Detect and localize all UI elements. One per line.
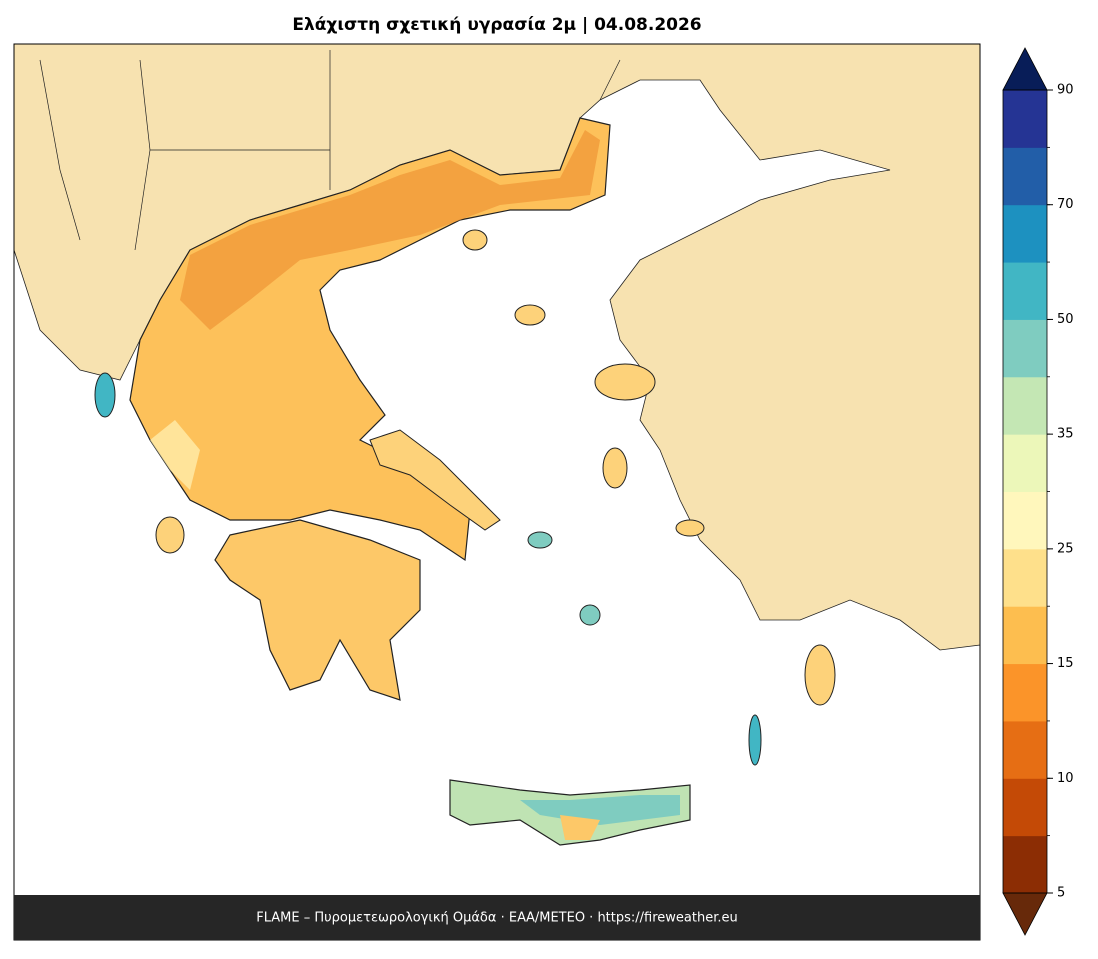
colorbar-segment (1003, 778, 1047, 837)
colorbar-tick-label: 10 (1057, 771, 1074, 786)
colorbar-segment (1003, 434, 1047, 492)
colorbar-segment (1003, 204, 1047, 263)
colorbar-segment (1003, 147, 1047, 206)
footer-bar (14, 895, 980, 940)
colorbar: 5 10 15 25 35 50 70 90 (1002, 47, 1074, 936)
corfu (94, 372, 116, 418)
colorbar-segment (1003, 606, 1047, 665)
colorbar-segment (1003, 835, 1047, 894)
island (579, 604, 601, 626)
crete-zone (560, 815, 600, 840)
rhodes (804, 644, 836, 706)
colorbar-tick-label: 35 (1057, 427, 1074, 442)
footer-text: FLAME – Πυρομετεωρολογική Ομάδα · ΕΑΑ/ME… (256, 911, 738, 926)
colorbar-segment (1003, 90, 1047, 148)
colorbar-segment (1003, 720, 1047, 779)
colorbar-segment (1003, 319, 1047, 378)
colorbar-tick-label: 90 (1057, 83, 1074, 98)
dry-zone (180, 130, 600, 330)
colorbar-under (1002, 892, 1048, 936)
colorbar-tick-label: 25 (1057, 541, 1074, 556)
colorbar-segment (1003, 548, 1047, 607)
colorbar-segment (1003, 663, 1047, 722)
island (527, 531, 553, 549)
thasos (462, 229, 488, 251)
colorbar-over (1002, 47, 1048, 91)
samos (675, 519, 705, 537)
colorbar-tick-label: 70 (1057, 197, 1074, 212)
colorbar-tick-label: 5 (1057, 886, 1065, 901)
karpathos (748, 714, 762, 766)
lemnos (514, 304, 546, 326)
map: FLAME – Πυρομετεωρολογική Ομάδα · ΕΑΑ/ME… (13, 43, 981, 941)
peloponnese (214, 519, 421, 701)
euboea (369, 429, 501, 531)
title: Ελάχιστη σχετική υγρασία 2μ | 04.08.2026 (292, 15, 701, 35)
colorbar-segment (1003, 491, 1047, 550)
borders (39, 50, 621, 251)
moist-zone (150, 420, 200, 490)
colorbar-segment (1003, 376, 1047, 435)
colorbar-segment (1003, 262, 1047, 320)
kefalonia (155, 516, 185, 554)
chios (602, 447, 628, 489)
crete-zone (520, 795, 680, 825)
colorbar-tick-label: 50 (1057, 312, 1074, 327)
colorbar-tick-label: 15 (1057, 656, 1074, 671)
lesvos (594, 363, 656, 401)
